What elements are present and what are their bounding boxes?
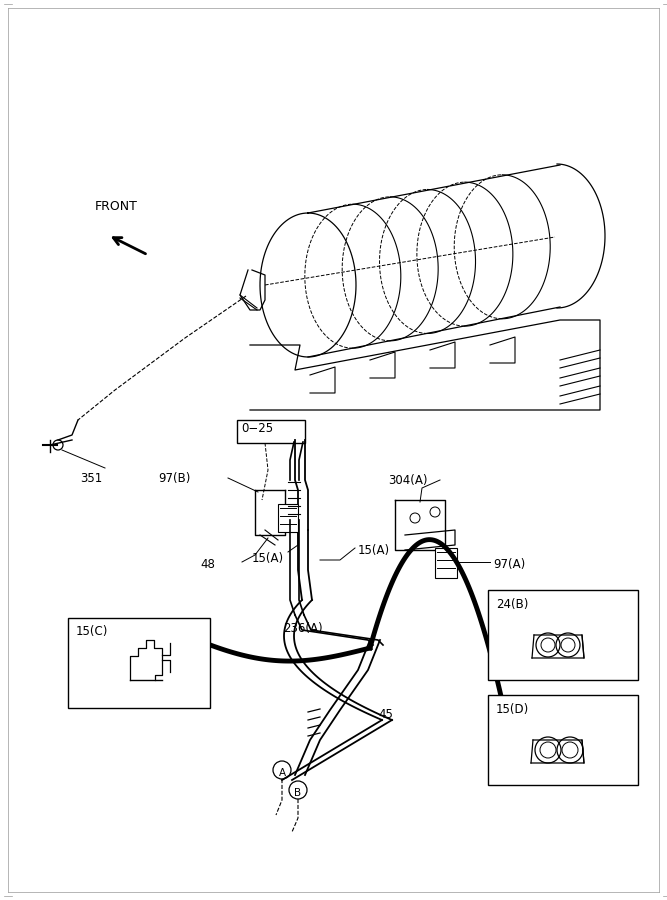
Text: 0−25: 0−25 [241, 422, 273, 435]
Text: 48: 48 [200, 558, 215, 571]
Text: 351: 351 [80, 472, 102, 485]
Bar [278, 504, 298, 532]
Text: 236(A): 236(A) [283, 622, 323, 635]
Text: 15(C): 15(C) [76, 625, 108, 638]
Text: 15(A): 15(A) [358, 544, 390, 557]
Text: 24(B): 24(B) [496, 598, 528, 611]
Text: 304(A): 304(A) [388, 474, 428, 487]
Bar [68, 618, 210, 708]
Text: 45: 45 [378, 708, 393, 721]
Text: 97(B): 97(B) [158, 472, 190, 485]
Text: 15(D): 15(D) [496, 703, 529, 716]
Bar [488, 695, 638, 785]
Text: 97(A): 97(A) [493, 558, 525, 571]
Text: FRONT: FRONT [95, 200, 138, 213]
Bar [488, 590, 638, 680]
Text: 15(A): 15(A) [252, 552, 284, 565]
Bar [435, 548, 457, 578]
Bar [237, 420, 305, 443]
Text: B: B [294, 788, 301, 798]
Text: A: A [278, 768, 285, 778]
